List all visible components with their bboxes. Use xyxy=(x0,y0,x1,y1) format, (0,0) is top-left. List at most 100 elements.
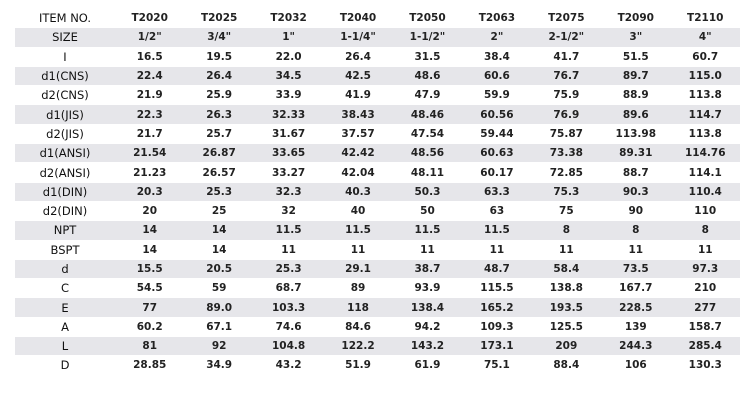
cell: 67.1 xyxy=(184,317,254,338)
cell: 34.9 xyxy=(184,355,254,376)
cell: 277 xyxy=(670,297,740,318)
cell: 165.2 xyxy=(462,297,532,318)
cell: 16.5 xyxy=(115,47,185,67)
header-cell: T2040 xyxy=(323,9,393,29)
cell: 1/2" xyxy=(115,27,185,48)
header-cell: T2025 xyxy=(184,9,254,29)
cell: 48.11 xyxy=(392,162,463,183)
table-row: d2(ANSI) 21.23 26.57 33.27 42.04 48.11 60.17 72… xyxy=(15,162,740,183)
cell: 89.7 xyxy=(601,66,671,87)
row-label: d1(JIS) xyxy=(15,104,115,125)
cell: 61.9 xyxy=(392,355,463,376)
cell: 109.3 xyxy=(462,317,532,338)
table-row: SIZE 1/2" 3/4" 1" 1-1/4" 1-1/2" 2" 2-1/2" 3" 4" xyxy=(15,27,740,48)
cell: 77 xyxy=(115,297,185,318)
cell: 20.3 xyxy=(115,182,185,202)
row-label: d2(ANSI) xyxy=(15,162,115,183)
cell: 34.5 xyxy=(253,66,324,87)
cell: 11 xyxy=(601,240,671,260)
table-row: d2(CNS) 21.9 25.9 33.9 41.9 47.9 59.9 75.9 88.9 1… xyxy=(15,85,740,106)
cell: 20.5 xyxy=(184,259,254,280)
cell: 88.7 xyxy=(601,162,671,183)
cell: 2" xyxy=(462,27,532,48)
cell: 22.4 xyxy=(115,66,185,87)
cell: 89 xyxy=(323,278,393,299)
cell: 41.7 xyxy=(531,47,602,67)
cell: 14 xyxy=(115,220,185,241)
cell: 40.3 xyxy=(323,182,393,202)
cell: 72.85 xyxy=(531,162,602,183)
cell: 11 xyxy=(253,240,324,260)
header-cell: T2090 xyxy=(601,9,671,29)
header-cell: T2110 xyxy=(670,9,740,29)
cell: 31.67 xyxy=(253,124,324,145)
row-label: d1(DIN) xyxy=(15,182,115,202)
cell: 42.04 xyxy=(323,162,393,183)
table-row: d1(ANSI) 21.54 26.87 33.65 42.42 48.56 60.63 73… xyxy=(15,143,740,164)
header-cell: T2075 xyxy=(531,9,602,29)
row-label: d1(ANSI) xyxy=(15,143,115,164)
cell: 19.5 xyxy=(184,47,254,67)
header-label: ITEM NO. xyxy=(15,9,115,29)
cell: 38.43 xyxy=(323,104,393,125)
cell: 92 xyxy=(184,336,254,357)
cell: 76.9 xyxy=(531,104,602,125)
cell: 138.4 xyxy=(392,297,463,318)
cell: 59 xyxy=(184,278,254,299)
cell: 1-1/2" xyxy=(392,27,463,48)
cell: 51.9 xyxy=(323,355,393,376)
cell: 33.9 xyxy=(253,85,324,106)
cell: 59.44 xyxy=(462,124,532,145)
cell: 33.27 xyxy=(253,162,324,183)
cell: 97.3 xyxy=(670,259,740,280)
cell: 1-1/4" xyxy=(323,27,393,48)
cell: 11.5 xyxy=(253,220,324,241)
cell: 63 xyxy=(462,201,532,222)
cell: 26.57 xyxy=(184,162,254,183)
cell: 103.3 xyxy=(253,297,324,318)
cell: 38.4 xyxy=(462,47,532,67)
cell: 48.6 xyxy=(392,66,463,87)
cell: 26.87 xyxy=(184,143,254,164)
cell: 139 xyxy=(601,317,671,338)
cell: 74.6 xyxy=(253,317,324,338)
cell: 28.85 xyxy=(115,355,185,376)
cell: 60.7 xyxy=(670,47,740,67)
cell: 20 xyxy=(115,201,185,222)
cell: 75 xyxy=(531,201,602,222)
cell: 89.0 xyxy=(184,297,254,318)
cell: 33.65 xyxy=(253,143,324,164)
cell: 25.3 xyxy=(253,259,324,280)
cell: 130.3 xyxy=(670,355,740,376)
cell: 90.3 xyxy=(601,182,671,202)
cell: 89.31 xyxy=(601,143,671,164)
row-label: D xyxy=(15,355,115,376)
cell: 228.5 xyxy=(601,297,671,318)
row-label: I xyxy=(15,47,115,67)
cell: 32 xyxy=(253,201,324,222)
cell: 43.2 xyxy=(253,355,324,376)
cell: 29.1 xyxy=(323,259,393,280)
cell: 113.8 xyxy=(670,124,740,145)
cell: 32.33 xyxy=(253,104,324,125)
cell: 11 xyxy=(323,240,393,260)
cell: 37.57 xyxy=(323,124,393,145)
row-label: d2(DIN) xyxy=(15,201,115,222)
row-label: d2(CNS) xyxy=(15,85,115,106)
table-row: d2(JIS) 21.7 25.7 31.67 37.57 47.54 59.44 75.87… xyxy=(15,124,740,145)
cell: 21.9 xyxy=(115,85,185,106)
cell: 21.23 xyxy=(115,162,185,183)
table-row: I 16.5 19.5 22.0 26.4 31.5 38.4 41.7 51.5 60.7 xyxy=(15,47,740,67)
header-row: ITEM NO. T2020 T2025 T2032 T2040 T2050 T2063 T2… xyxy=(15,9,740,29)
cell: 210 xyxy=(670,278,740,299)
header-cell: T2063 xyxy=(462,9,532,29)
table-row: d1(DIN) 20.3 25.3 32.3 40.3 50.3 63.3 75.3 90.3 1… xyxy=(15,182,740,202)
cell: 31.5 xyxy=(392,47,463,67)
cell: 93.9 xyxy=(392,278,463,299)
cell: 14 xyxy=(184,220,254,241)
row-label: d1(CNS) xyxy=(15,66,115,87)
cell: 75.3 xyxy=(531,182,602,202)
cell: 48.46 xyxy=(392,104,463,125)
cell: 59.9 xyxy=(462,85,532,106)
